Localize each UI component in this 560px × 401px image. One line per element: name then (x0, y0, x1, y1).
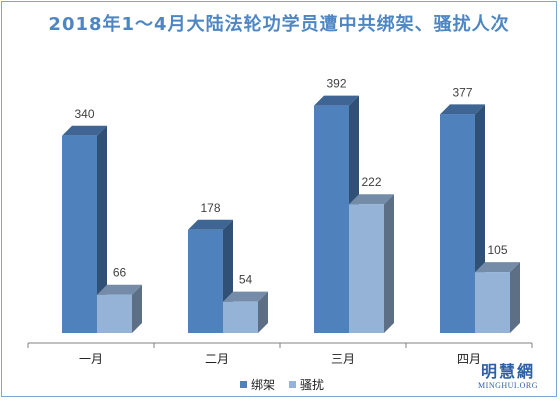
bar-side (97, 125, 107, 333)
chart-legend: 绑架 骚扰 (240, 376, 324, 393)
data-label: 178 (200, 201, 220, 215)
data-label: 392 (326, 77, 346, 91)
x-tick-label: 四月 (457, 352, 481, 366)
bar-side (384, 194, 394, 333)
legend-swatch-kidnap (240, 381, 247, 388)
bar-harass (97, 294, 132, 333)
bar-top (97, 284, 142, 295)
bar-top (314, 95, 359, 106)
bar-top (188, 219, 233, 230)
data-label: 222 (361, 175, 381, 189)
bar-harass (223, 301, 258, 333)
data-label: 377 (452, 85, 472, 99)
x-tick-label: 一月 (79, 352, 103, 366)
x-tick-label: 二月 (205, 352, 229, 366)
bar-top (62, 125, 107, 136)
minghui-logo: 明慧網 MINGHUI.ORG (478, 358, 538, 390)
bar-harass (475, 272, 510, 333)
bar-kidnap (62, 135, 97, 333)
bar-side (132, 284, 142, 333)
x-tick-label: 三月 (331, 352, 355, 366)
bar-kidnap (314, 105, 349, 333)
data-label: 105 (487, 243, 507, 257)
legend-label-harass: 骚扰 (300, 378, 325, 392)
data-label: 54 (239, 273, 253, 287)
bar-top (440, 104, 485, 115)
bar-side (258, 291, 268, 333)
logo-english: MINGHUI.ORG (478, 381, 538, 390)
bar-kidnap (188, 229, 223, 333)
legend-swatch-harass (289, 381, 297, 388)
data-label: 66 (113, 266, 127, 280)
bar-kidnap (440, 114, 475, 333)
legend-label-kidnap: 绑架 (251, 378, 276, 392)
legend-item-kidnap: 绑架 (240, 376, 275, 393)
bar-harass (349, 204, 384, 333)
bar-top (223, 291, 268, 302)
logo-chinese: 明慧網 (481, 362, 536, 381)
data-label: 340 (74, 107, 94, 121)
bar-top (349, 194, 394, 205)
chart-title: 2018年1～4月大陆法轮功学员遭中共绑架、骚扰人次 (48, 14, 510, 35)
bar-top (475, 262, 520, 273)
bar-side (510, 262, 520, 333)
legend-item-harass: 骚扰 (289, 376, 324, 393)
